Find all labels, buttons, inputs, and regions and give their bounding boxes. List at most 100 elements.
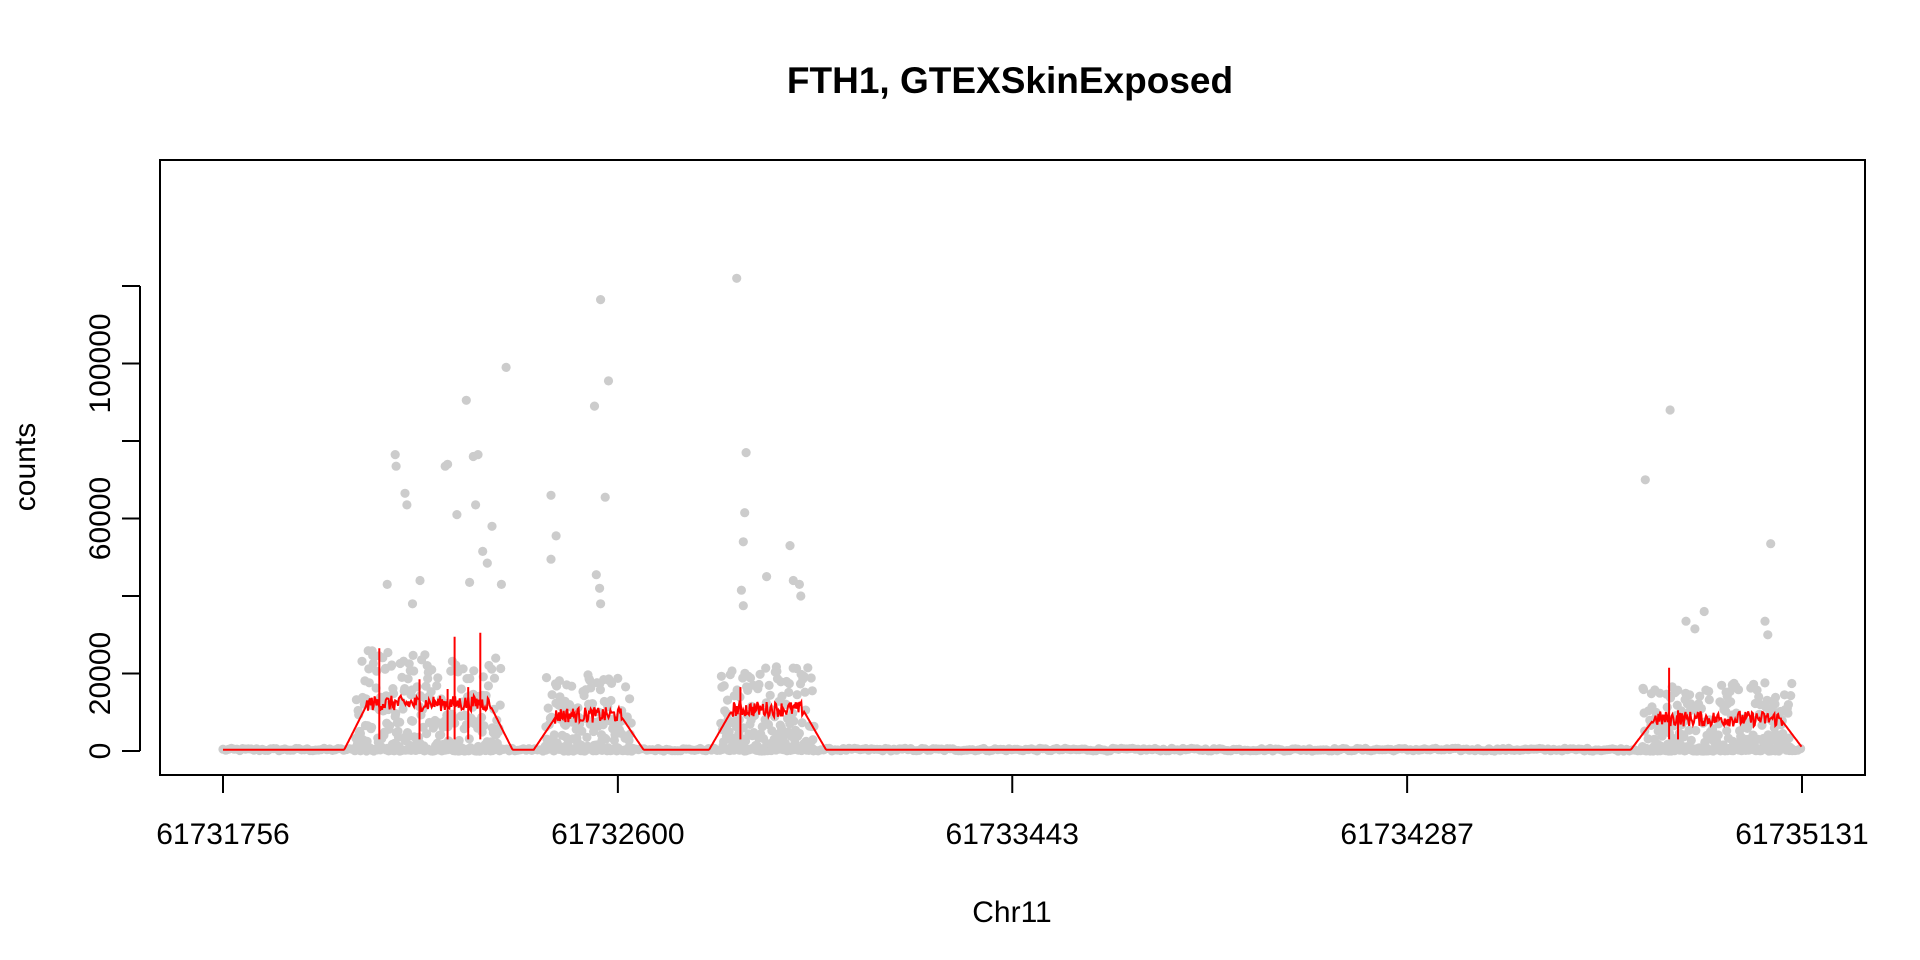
- data-point: [1770, 699, 1780, 709]
- y-tick-label: 60000: [84, 477, 117, 560]
- data-point: [784, 687, 794, 698]
- data-point: [443, 459, 453, 469]
- data-point: [1673, 685, 1683, 695]
- data-point: [491, 653, 501, 663]
- data-point: [407, 599, 418, 609]
- data-point: [546, 490, 556, 500]
- data-point: [458, 664, 468, 674]
- data-point: [1691, 726, 1701, 736]
- data-point: [364, 678, 374, 688]
- data-point: [422, 729, 432, 739]
- data-point: [1783, 700, 1793, 710]
- data-point: [797, 718, 807, 728]
- data-point: [606, 695, 616, 706]
- data-point: [1639, 684, 1649, 695]
- data-point: [383, 647, 393, 658]
- data-point: [420, 650, 430, 660]
- x-tick-label: 61734287: [1340, 818, 1473, 851]
- data-point: [741, 448, 751, 458]
- data-point: [454, 735, 464, 746]
- data-point: [471, 500, 481, 510]
- data-point: [591, 570, 601, 580]
- data-point: [1733, 685, 1744, 695]
- data-point: [402, 728, 413, 738]
- data-point: [807, 686, 817, 696]
- data-point: [1774, 745, 1784, 755]
- data-point: [1722, 726, 1732, 736]
- x-axis-title: Chr11: [972, 896, 1051, 929]
- data-point: [799, 672, 810, 682]
- data-point: [1662, 702, 1672, 712]
- data-point: [777, 691, 787, 701]
- data-point: [496, 663, 506, 674]
- data-point: [806, 673, 816, 683]
- y-axis-title: counts: [9, 423, 42, 511]
- data-point: [794, 728, 805, 739]
- data-point: [408, 716, 418, 726]
- data-point: [586, 683, 596, 693]
- data-point: [789, 716, 799, 726]
- data-point: [1760, 616, 1770, 626]
- data-point: [487, 664, 497, 674]
- data-point: [794, 579, 805, 590]
- data-point: [765, 690, 775, 700]
- data-point: [1695, 691, 1705, 701]
- data-point: [400, 684, 410, 694]
- data-point: [1679, 732, 1689, 742]
- data-point: [433, 673, 443, 683]
- data-point: [755, 669, 765, 679]
- data-point: [465, 577, 475, 588]
- data-point: [575, 719, 585, 729]
- data-point: [1763, 630, 1773, 640]
- data-point: [621, 682, 631, 692]
- data-point: [496, 579, 506, 590]
- data-point: [582, 732, 592, 743]
- data-point: [402, 500, 412, 510]
- data-point: [473, 450, 483, 460]
- data-point: [391, 461, 401, 471]
- data-point: [577, 726, 587, 736]
- data-point: [1665, 405, 1675, 415]
- data-point: [426, 687, 436, 697]
- data-point: [547, 690, 557, 700]
- data-point: [549, 730, 559, 740]
- data-point: [403, 674, 413, 684]
- data-point: [390, 450, 400, 460]
- data-point: [784, 679, 794, 689]
- data-points: [218, 273, 1806, 756]
- data-point: [1760, 678, 1770, 688]
- data-point: [483, 681, 493, 691]
- data-point: [501, 362, 511, 372]
- data-point: [589, 401, 600, 411]
- data-point: [1713, 730, 1723, 740]
- data-point: [461, 395, 471, 405]
- data-point: [567, 681, 577, 691]
- data-point: [495, 700, 505, 710]
- data-point: [495, 746, 505, 756]
- data-point: [1787, 678, 1797, 689]
- data-point: [367, 722, 377, 732]
- data-point: [719, 681, 729, 691]
- data-point: [1786, 743, 1796, 754]
- data-point: [808, 735, 818, 745]
- data-point: [740, 508, 750, 518]
- data-point: [385, 721, 395, 731]
- data-point: [745, 673, 756, 683]
- x-tick-label: 61732600: [551, 818, 684, 851]
- data-point: [1766, 539, 1776, 549]
- data-point: [732, 273, 742, 283]
- data-point: [600, 492, 610, 502]
- data-point: [427, 665, 437, 675]
- data-point: [596, 599, 606, 609]
- data-point: [1686, 735, 1696, 746]
- x-tick-label: 61731756: [156, 818, 289, 851]
- data-point: [1784, 733, 1794, 743]
- data-point: [734, 715, 744, 725]
- data-point: [727, 666, 737, 676]
- data-point: [587, 699, 598, 709]
- data-point: [546, 554, 556, 564]
- data-point: [595, 685, 606, 695]
- data-point: [1685, 690, 1695, 700]
- data-point: [722, 695, 733, 705]
